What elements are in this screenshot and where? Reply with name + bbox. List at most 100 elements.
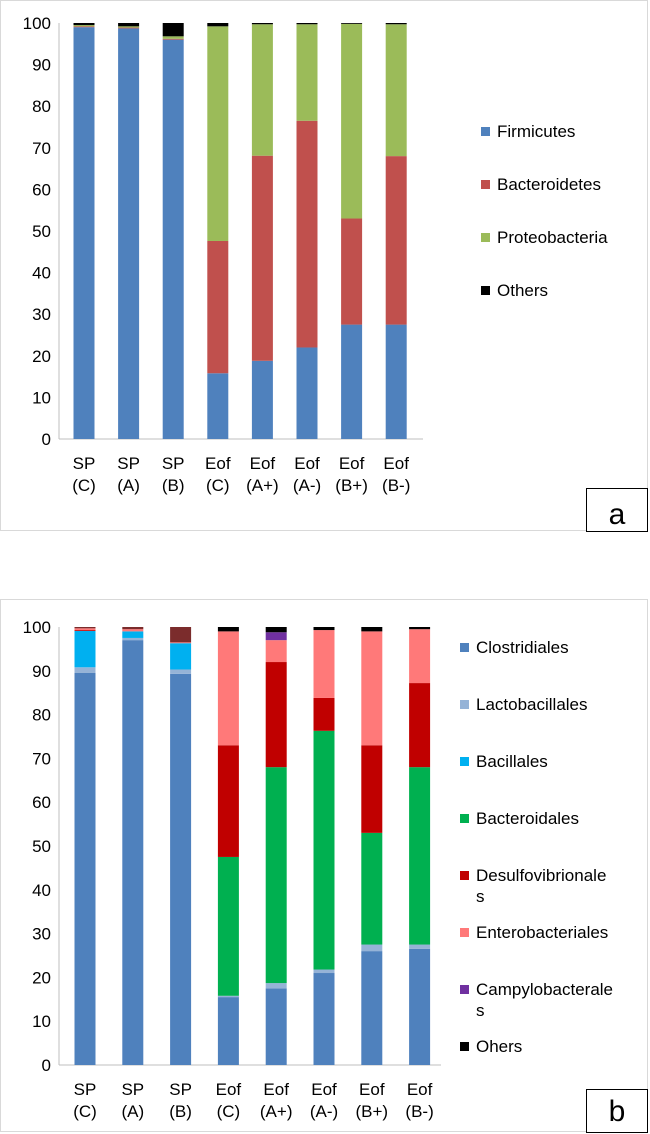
bar-segment xyxy=(265,632,287,641)
bar-segment xyxy=(409,948,431,1065)
legend-swatch xyxy=(460,643,469,652)
x-tick-label: Eof xyxy=(250,454,276,473)
y-tick-label: 50 xyxy=(32,222,51,241)
chart-a-svg: 0 10 20 30 40 50 60 70 80 90 100 SP (C) SP (A) SP (B) Eof… xyxy=(23,14,608,495)
legend-swatch xyxy=(460,757,469,766)
y-tick-label: 100 xyxy=(23,14,51,33)
bar-segment xyxy=(296,23,318,25)
legend-swatch xyxy=(460,871,469,880)
bar-segment xyxy=(313,973,335,1065)
bar-segment xyxy=(217,631,239,746)
y-tick-label: 60 xyxy=(32,180,51,199)
x-tick-label: (B) xyxy=(169,1102,192,1121)
bar-segment xyxy=(217,997,239,1065)
y-tick-label: 80 xyxy=(32,706,51,725)
legend-label: Firmicutes xyxy=(497,122,575,141)
bar-segment xyxy=(162,23,184,37)
bar-segment xyxy=(385,23,407,25)
x-tick-label: SP xyxy=(73,454,96,473)
legend-swatch xyxy=(481,180,490,189)
bar-segment xyxy=(170,669,192,674)
bar-segment xyxy=(122,631,144,638)
x-tick-label: (C) xyxy=(206,476,230,495)
y-tick-label: 50 xyxy=(32,837,51,856)
bar-segment xyxy=(217,627,239,632)
bar-segment xyxy=(341,324,363,439)
bar-segment xyxy=(73,25,95,27)
bar-segment xyxy=(162,39,184,439)
bar-segment xyxy=(74,630,96,668)
bar-segment xyxy=(170,627,192,643)
bar-segment xyxy=(118,28,140,440)
bar-segment xyxy=(385,324,407,439)
x-tick-label: Eof xyxy=(294,454,320,473)
legend-swatch xyxy=(481,286,490,295)
x-tick-label: Eof xyxy=(407,1080,433,1099)
bar-segment xyxy=(361,944,383,952)
x-tick-label: (B+) xyxy=(356,1102,389,1121)
x-tick-label: (B-) xyxy=(382,476,410,495)
bar-segment xyxy=(265,627,287,633)
bar-segment xyxy=(385,24,407,157)
bar-segment xyxy=(217,995,239,998)
legend-swatch xyxy=(460,814,469,823)
x-tick-label: (B) xyxy=(162,476,185,495)
bar-segment xyxy=(207,373,229,439)
y-tick-label: 30 xyxy=(32,925,51,944)
bar-segment xyxy=(251,23,273,25)
legend-label: Bacillales xyxy=(476,752,548,771)
bar-segment xyxy=(217,856,239,996)
y-tick-label: 80 xyxy=(32,97,51,116)
x-tick-label: SP xyxy=(162,454,185,473)
bar-segment xyxy=(341,218,363,325)
x-tick-label: Eof xyxy=(263,1080,289,1099)
bar-segment xyxy=(170,642,192,644)
legend-label: Bacteroidetes xyxy=(497,175,601,194)
bar-segment xyxy=(122,640,144,1065)
bar-segment xyxy=(409,944,431,949)
legend-swatch xyxy=(481,233,490,242)
x-tick-label: (C) xyxy=(72,476,96,495)
y-tick-label: 0 xyxy=(42,430,51,449)
x-tick-label: (A+) xyxy=(260,1102,293,1121)
bar-segment xyxy=(74,672,96,1065)
bar-segment xyxy=(341,23,363,24)
legend-label: Enterobacteriales xyxy=(476,923,608,942)
legend-swatch xyxy=(460,1042,469,1051)
bar-segment xyxy=(313,627,335,631)
bar-segment xyxy=(122,627,144,630)
bar-segment xyxy=(265,640,287,663)
y-tick-label: 60 xyxy=(32,793,51,812)
bar-segment xyxy=(251,360,273,439)
y-tick-label: 90 xyxy=(32,662,51,681)
bar-segment xyxy=(74,628,96,631)
x-tick-label: SP xyxy=(121,1080,144,1099)
bar-segment xyxy=(162,36,184,39)
y-tick-label: 0 xyxy=(42,1056,51,1075)
x-tick-label: SP xyxy=(74,1080,97,1099)
bar-segment xyxy=(122,629,144,632)
bar-segment xyxy=(162,38,184,40)
y-tick-label: 10 xyxy=(32,1012,51,1031)
bar-segment xyxy=(409,627,431,630)
x-tick-label: (A-) xyxy=(310,1102,338,1121)
y-tick-label: 70 xyxy=(32,749,51,768)
bar-segment xyxy=(74,630,96,631)
x-tick-label: Eof xyxy=(383,454,409,473)
bar-segment xyxy=(409,767,431,945)
y-tick-label: 10 xyxy=(32,388,51,407)
bar-segment xyxy=(361,951,383,1065)
y-tick-label: 40 xyxy=(32,881,51,900)
legend-label: Others xyxy=(497,281,548,300)
bar-segment xyxy=(409,683,431,768)
bar-segment xyxy=(313,969,335,974)
legend-label: Ohers xyxy=(476,1037,522,1056)
x-tick-label: SP xyxy=(169,1080,192,1099)
y-tick-label: 100 xyxy=(23,618,51,637)
legend-label: Proteobacteria xyxy=(497,228,608,247)
x-tick-label: (A) xyxy=(121,1102,144,1121)
bar-segment xyxy=(217,745,239,857)
bar-segment xyxy=(361,631,383,746)
bar-segment xyxy=(409,629,431,684)
bar-segment xyxy=(341,23,363,219)
